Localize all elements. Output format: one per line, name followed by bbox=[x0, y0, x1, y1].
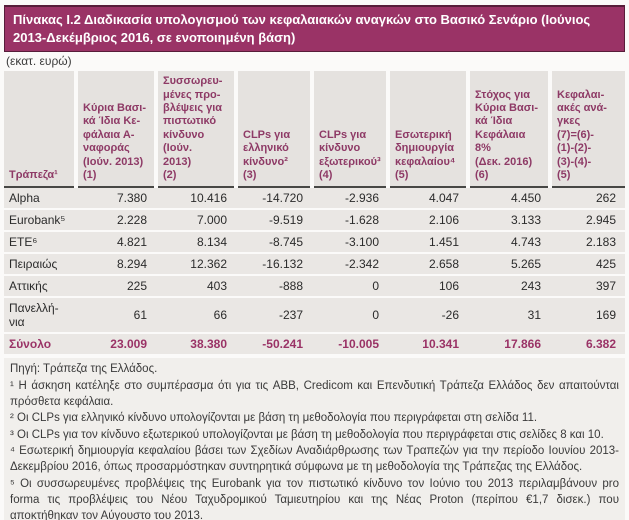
value-cell: 31 bbox=[468, 297, 550, 335]
column-header-2: Συσσωρευ- μένες προ- βλέψεις για πιστωτι… bbox=[154, 71, 236, 189]
value-cell: 2.106 bbox=[388, 209, 468, 233]
bank-name: Πειραιώς bbox=[4, 253, 76, 277]
table-title: Πίνακας Ι.2 Διαδικασία υπολογισμού των κ… bbox=[13, 12, 591, 45]
value-cell: -2.936 bbox=[312, 187, 388, 211]
value-cell: 8.134 bbox=[156, 231, 236, 255]
value-cell: 243 bbox=[468, 275, 550, 299]
source-note: Πηγή: Τράπεζα της Ελλάδος. bbox=[10, 363, 158, 376]
value-cell: 2.228 bbox=[76, 209, 156, 233]
bank-name: Alpha bbox=[4, 187, 76, 211]
table-row: Πανελλή- νια 61 66 -237 0 -26 31 169 bbox=[4, 297, 625, 335]
value-cell: 2.183 bbox=[550, 231, 625, 255]
value-cell: -8.745 bbox=[236, 231, 312, 255]
value-cell: 23.009 bbox=[76, 333, 156, 357]
value-cell: 169 bbox=[550, 297, 625, 335]
value-cell: 2.945 bbox=[550, 209, 625, 233]
value-cell: 8.294 bbox=[76, 253, 156, 277]
table-row: Πειραιώς 8.294 12.362 -16.132 -2.342 2.658 5.2… bbox=[4, 253, 625, 277]
total-label: Σύνολο bbox=[4, 333, 76, 357]
value-cell: 2.658 bbox=[388, 253, 468, 277]
footnote-4: ⁴ Εσωτερική δημιουργία κεφαλαίου βάσει τ… bbox=[10, 444, 619, 474]
table-title-bar: Πίνακας Ι.2 Διαδικασία υπολογισμού των κ… bbox=[4, 5, 625, 53]
table-row: ΕΤΕ⁶ 4.821 8.134 -8.745 -3.100 1.451 4.743 2.18… bbox=[4, 231, 625, 255]
footnote-2: ² Οι CLPs για ελληνικό κίνδυνο υπολογίζο… bbox=[10, 412, 538, 425]
bank-name: Eurobank⁵ bbox=[4, 209, 76, 233]
value-cell: 61 bbox=[76, 297, 156, 335]
table-row: Αττικής 225 403 -888 0 106 243 397 bbox=[4, 275, 625, 299]
value-cell: 5.265 bbox=[468, 253, 550, 277]
table-header-row: Τράπεζα¹ Κύρια Βασι- κά Ίδια Κε- φάλαια Α… bbox=[4, 71, 625, 189]
value-cell: 3.133 bbox=[468, 209, 550, 233]
value-cell: -1.628 bbox=[312, 209, 388, 233]
value-cell: -50.241 bbox=[236, 333, 312, 357]
column-header-4: CLPs για κίνδυνο εξωτερικού³ (4) bbox=[310, 71, 388, 189]
capital-needs-table: Τράπεζα¹ Κύρια Βασι- κά Ίδια Κε- φάλαια Α… bbox=[4, 71, 625, 357]
value-cell: 425 bbox=[550, 253, 625, 277]
value-cell: 0 bbox=[312, 275, 388, 299]
value-cell: 17.866 bbox=[468, 333, 550, 357]
value-cell: 4.743 bbox=[468, 231, 550, 255]
value-cell: -3.100 bbox=[312, 231, 388, 255]
value-cell: 4.047 bbox=[388, 187, 468, 211]
value-cell: -10.005 bbox=[312, 333, 388, 357]
footnote-3: ³ Οι CLPs για τον κίνδυνο εξωτερικού υπο… bbox=[10, 428, 604, 441]
value-cell: 7.380 bbox=[76, 187, 156, 211]
column-header-6: Στόχος για Κύρια Βασι- κά Ίδια Κεφάλαια … bbox=[466, 71, 550, 189]
value-cell: 1.451 bbox=[388, 231, 468, 255]
total-row: Σύνολο 23.009 38.380 -50.241 -10.005 10.341 17… bbox=[4, 333, 625, 357]
value-cell: 6.382 bbox=[550, 333, 625, 357]
value-cell: -237 bbox=[236, 297, 312, 335]
units-note: (εκατ. ευρώ) bbox=[6, 54, 72, 69]
value-cell: 10.341 bbox=[388, 333, 468, 357]
value-cell: 403 bbox=[156, 275, 236, 299]
value-cell: 106 bbox=[388, 275, 468, 299]
bank-name: Αττικής bbox=[4, 275, 76, 299]
bank-name: ΕΤΕ⁶ bbox=[4, 231, 76, 255]
footnote-list: ¹ Η άσκηση κατέληξε στο συμπέρασμα ότι γ… bbox=[10, 378, 619, 520]
value-cell: 262 bbox=[550, 187, 625, 211]
value-cell: -9.519 bbox=[236, 209, 312, 233]
column-header-5: Εσωτερική δημιουργία κεφαλαίου⁴ (5) bbox=[386, 71, 468, 189]
value-cell: 4.821 bbox=[76, 231, 156, 255]
table-row: Alpha 7.380 10.416 -14.720 -2.936 4.047 4.450 2… bbox=[4, 187, 625, 211]
footnotes-block: Πηγή: Τράπεζα της Ελλάδος. ¹ Η άσκηση κα… bbox=[4, 358, 625, 520]
footnote-1: ¹ Η άσκηση κατέληξε στο συμπέρασμα ότι γ… bbox=[10, 379, 619, 408]
value-cell: -16.132 bbox=[236, 253, 312, 277]
value-cell: -26 bbox=[388, 297, 468, 335]
value-cell: -888 bbox=[236, 275, 312, 299]
value-cell: -14.720 bbox=[236, 187, 312, 211]
value-cell: 0 bbox=[312, 297, 388, 335]
value-cell: 10.416 bbox=[156, 187, 236, 211]
value-cell: 66 bbox=[156, 297, 236, 335]
value-cell: -2.342 bbox=[312, 253, 388, 277]
table-row: Eurobank⁵ 2.228 7.000 -9.519 -1.628 2.106 3.13… bbox=[4, 209, 625, 233]
column-header-0: Τράπεζα¹ bbox=[4, 71, 76, 189]
value-cell: 7.000 bbox=[156, 209, 236, 233]
value-cell: 12.362 bbox=[156, 253, 236, 277]
value-cell: 225 bbox=[76, 275, 156, 299]
footnote-5: ⁵ Οι συσσωρευμένες προβλέψεις της Euroba… bbox=[10, 477, 619, 520]
column-header-3: CLPs για ελληνικό κίνδυνο² (3) bbox=[234, 71, 312, 189]
column-header-7: Κεφαλαι- ακές ανά- γκες (7)=(6)- (1)-(2)… bbox=[548, 71, 625, 189]
value-cell: 4.450 bbox=[468, 187, 550, 211]
bank-name: Πανελλή- νια bbox=[4, 297, 76, 335]
column-header-1: Κύρια Βασι- κά Ίδια Κε- φάλαια Α- ναφορά… bbox=[74, 71, 156, 189]
value-cell: 38.380 bbox=[156, 333, 236, 357]
value-cell: 397 bbox=[550, 275, 625, 299]
